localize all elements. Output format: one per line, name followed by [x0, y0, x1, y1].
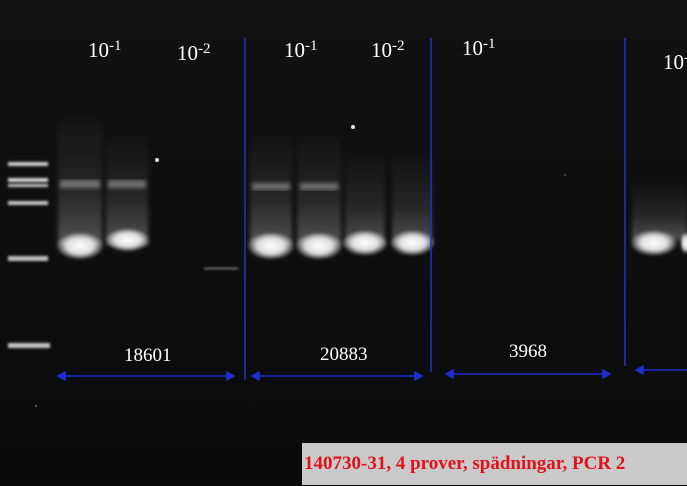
dilution-label: 10-1 [462, 36, 496, 60]
sample-id-label: 3968 [509, 341, 547, 362]
dna-ladder [8, 162, 50, 348]
sample-id-label: 18601 [124, 345, 172, 366]
dilution-label: 10-2 [177, 41, 211, 65]
lane-dividers [244, 38, 626, 380]
dilution-label: 10-2 [371, 38, 405, 62]
dilution-label: 10-1 [88, 38, 122, 62]
caption-box [302, 443, 687, 485]
gel-specks [34, 125, 566, 408]
faint-upper-bands [60, 180, 338, 190]
dilution-label: 10- [663, 50, 687, 74]
pcr-bands [56, 228, 687, 260]
sample-id-label: 20883 [320, 344, 368, 365]
dilution-label: 10-1 [284, 38, 318, 62]
gel-caption: 140730-31, 4 prover, spädningar, PCR 2 [304, 453, 626, 474]
sample-arrows [56, 364, 687, 382]
